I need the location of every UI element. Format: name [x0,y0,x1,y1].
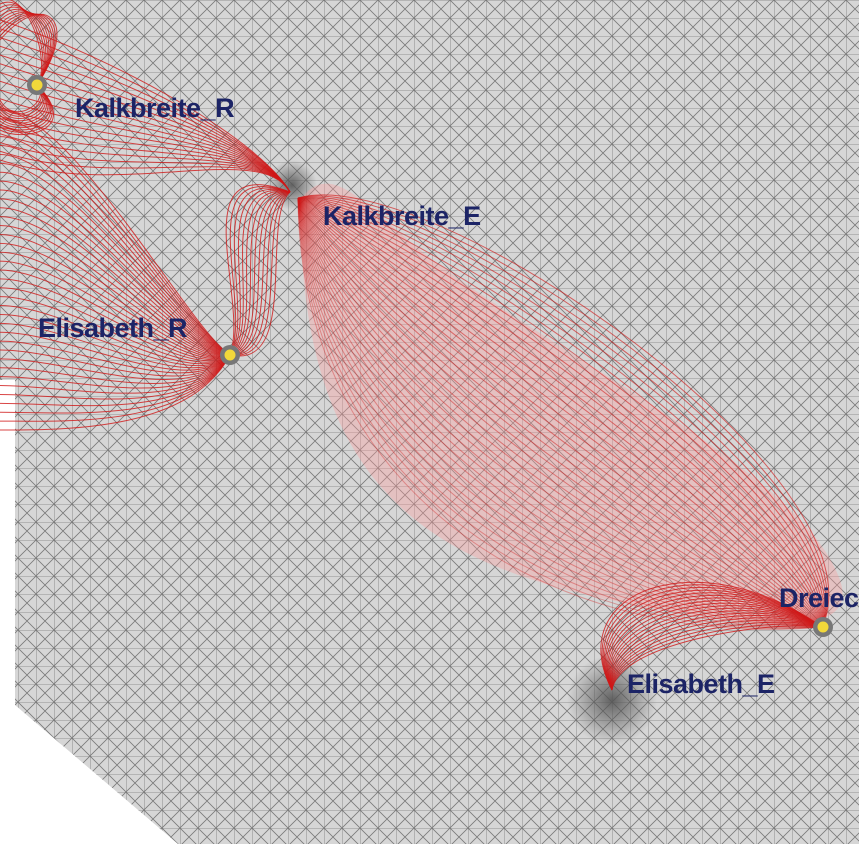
mesh-view: Kalkbreite_R Kalkbreite_E Elisabeth_R Dr… [0,0,859,844]
well-label: Kalkbreite_E [323,201,481,231]
well-label: Kalkbreite_R [75,93,234,123]
well [32,80,43,91]
well [225,350,236,361]
well-label: Dreieck [779,583,859,613]
well [818,622,829,633]
well-label: Elisabeth_E [627,669,775,699]
well-label: Elisabeth_R [38,313,187,343]
